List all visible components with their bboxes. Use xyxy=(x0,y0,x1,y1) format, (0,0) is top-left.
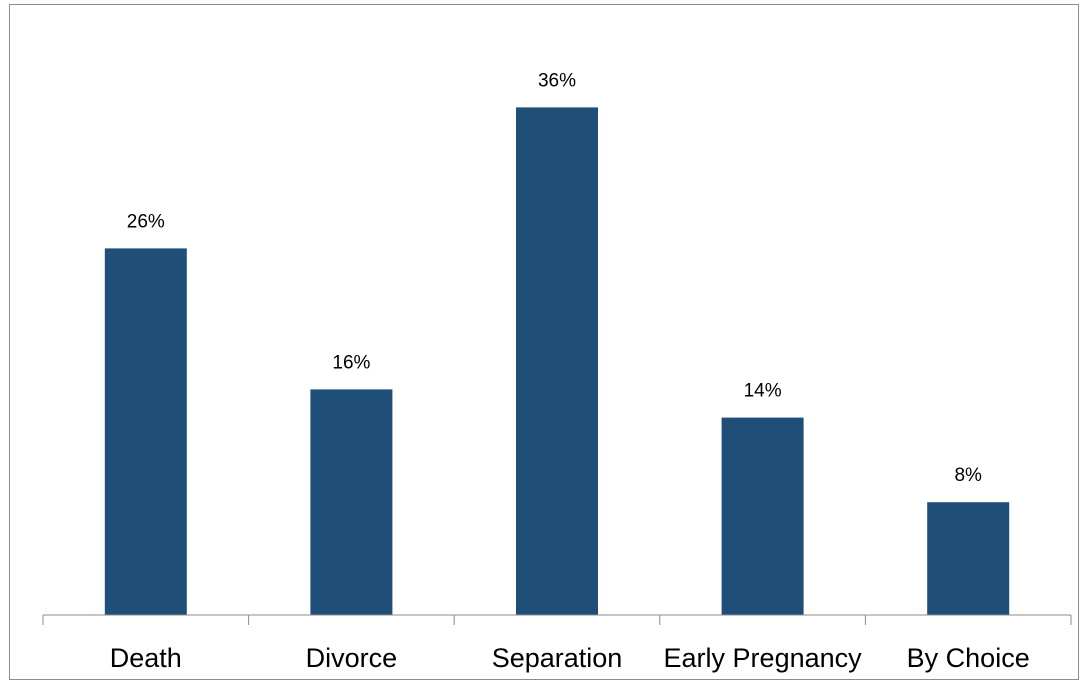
category-labels-group: Death Divorce Separation Early Pregnancy By … xyxy=(110,643,1030,673)
data-label-death: 26% xyxy=(127,211,165,232)
data-labels-group: 26% 16% 36% 14% 8% xyxy=(127,70,982,486)
data-label-separation: 36% xyxy=(538,70,576,91)
bar-by-choice xyxy=(927,502,1010,615)
data-label-early-pregnancy: 14% xyxy=(744,381,782,402)
category-label-by-choice: By Choice xyxy=(907,643,1030,673)
category-label-separation: Separation xyxy=(492,643,623,673)
bar-divorce xyxy=(310,389,393,615)
data-label-divorce: 16% xyxy=(332,352,370,373)
bar-death xyxy=(104,248,187,615)
bars-group xyxy=(104,107,1010,616)
data-label-by-choice: 8% xyxy=(954,465,982,486)
bar-separation xyxy=(516,107,598,616)
category-label-early-pregnancy: Early Pregnancy xyxy=(664,643,863,673)
x-axis-ticks-group xyxy=(42,615,1072,625)
bar-early-pregnancy xyxy=(721,417,804,615)
category-label-divorce: Divorce xyxy=(306,643,398,673)
category-label-death: Death xyxy=(110,643,182,673)
